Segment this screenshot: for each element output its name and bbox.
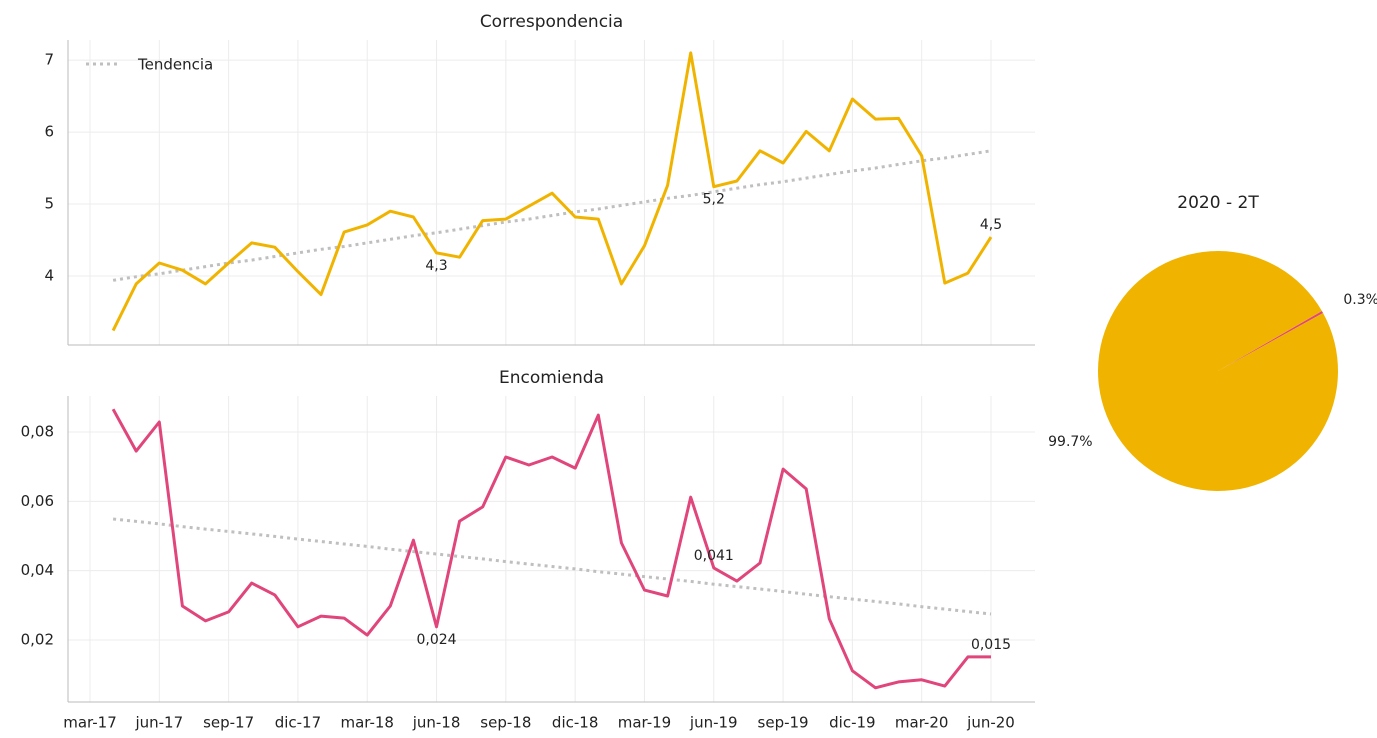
x-tick-label: jun-17 <box>134 714 183 732</box>
y-tick-label: 7 <box>44 51 54 69</box>
data-label: 0,041 <box>694 548 734 564</box>
x-tick-label: mar-17 <box>63 714 117 732</box>
x-tick-label: jun-20 <box>966 714 1015 732</box>
y-tick-label: 0,06 <box>21 492 54 510</box>
data-label: 0,024 <box>416 632 456 648</box>
x-tick-label: dic-18 <box>552 714 598 732</box>
y-tick-label: 0,02 <box>21 630 54 648</box>
data-label: 4,5 <box>980 217 1002 233</box>
chart-title: 2020 - 2T <box>1177 193 1259 213</box>
x-tick-label: jun-19 <box>689 714 738 732</box>
x-tick-label: jun-18 <box>412 714 461 732</box>
legend-label: Tendencia <box>137 56 213 74</box>
x-tick-label: sep-17 <box>203 714 254 732</box>
x-tick-label: sep-18 <box>480 714 531 732</box>
x-tick-label: mar-19 <box>618 714 672 732</box>
data-label: 4,3 <box>425 258 447 274</box>
trend-line <box>112 149 992 282</box>
pie-label: 99.7% <box>1048 434 1092 450</box>
series-line <box>111 51 993 332</box>
y-tick-label: 5 <box>44 195 54 213</box>
series-line <box>111 408 991 690</box>
data-label: 5,2 <box>703 192 725 208</box>
chart-title: Encomienda <box>499 368 604 388</box>
x-tick-label: sep-19 <box>758 714 809 732</box>
chart-title: Correspondencia <box>480 12 623 32</box>
trend-line <box>112 517 992 616</box>
data-label: 0,015 <box>971 637 1011 653</box>
y-tick-label: 6 <box>44 123 54 141</box>
x-tick-label: mar-20 <box>895 714 949 732</box>
x-tick-label: mar-18 <box>340 714 394 732</box>
y-tick-label: 4 <box>44 266 54 284</box>
pie-slice <box>1097 250 1338 491</box>
y-tick-label: 0,08 <box>21 423 54 441</box>
pie-label: 0.3% <box>1343 292 1377 308</box>
pie-slice <box>1218 311 1324 371</box>
x-tick-label: dic-19 <box>829 714 875 732</box>
y-tick-label: 0,04 <box>21 561 54 579</box>
x-tick-label: dic-17 <box>275 714 321 732</box>
